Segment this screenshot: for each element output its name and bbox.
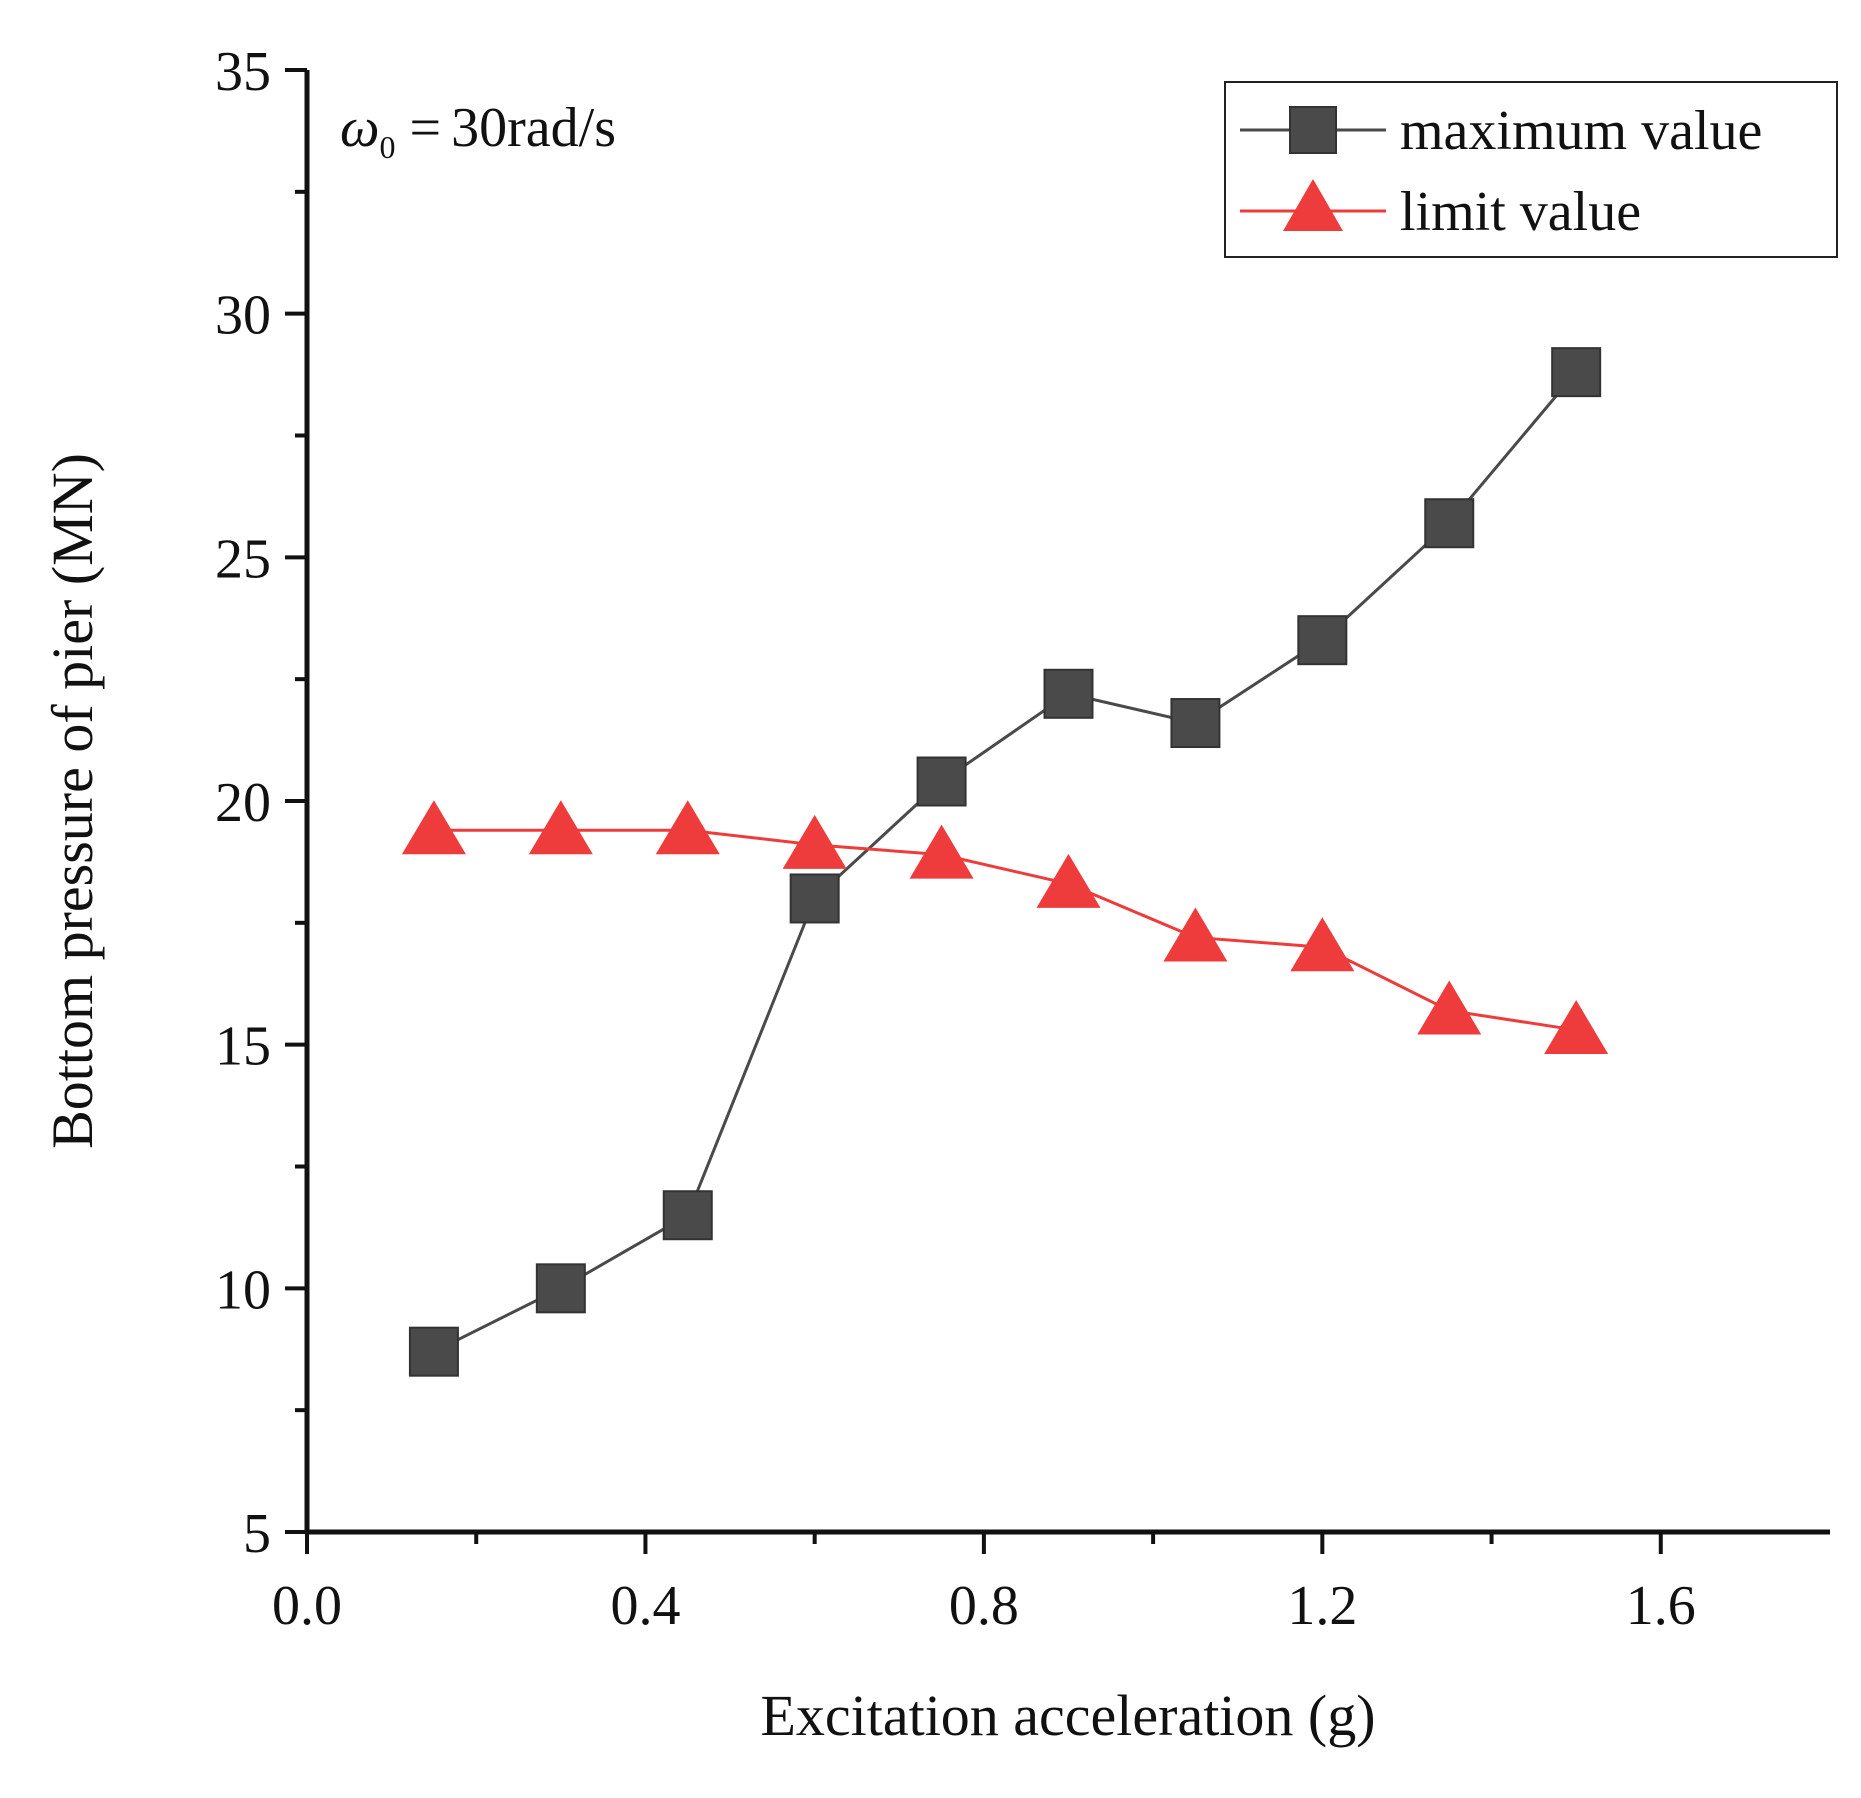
point-maximum-value (408, 1326, 459, 1377)
series-line-maximum-value (433, 371, 1578, 1354)
point-maximum-value (1551, 347, 1602, 398)
legend-marker-limit (1283, 179, 1343, 231)
axis-ticks (285, 68, 1663, 1554)
omega-annotation: ω0 = 30rad/s (340, 97, 616, 165)
omega-subscript: 0 (380, 129, 396, 165)
y-tick-label: 25 (215, 528, 271, 590)
y-tick-label: 15 (215, 1016, 271, 1078)
series-layer (401, 347, 1609, 1377)
point-limit-value (401, 800, 466, 855)
point-maximum-value (1297, 615, 1348, 666)
point-limit-value (1163, 907, 1228, 962)
x-tick-label: 1.6 (1626, 1575, 1696, 1637)
point-maximum-value (916, 756, 967, 807)
point-maximum-value (662, 1190, 713, 1241)
x-axis-title: Excitation acceleration (g) (760, 1683, 1375, 1748)
x-tick-label: 1.2 (1287, 1575, 1357, 1637)
point-maximum-value (789, 873, 840, 924)
x-tick-label: 0.0 (272, 1575, 342, 1637)
omega-equals: = (410, 97, 442, 159)
series-line-limit-value (433, 828, 1577, 1032)
point-maximum-value (1043, 668, 1094, 719)
point-limit-value (909, 824, 974, 879)
legend: maximum value limit value (1224, 81, 1838, 258)
point-maximum-value (535, 1263, 586, 1314)
point-limit-value (1417, 980, 1482, 1035)
point-limit-value (782, 814, 847, 869)
y-tick-label: 10 (215, 1259, 271, 1321)
omega-value: 30rad/s (451, 97, 616, 159)
legend-label-maximum: maximum value (1400, 100, 1762, 162)
x-tick-label: 0.8 (949, 1575, 1019, 1637)
y-tick-label: 5 (243, 1503, 271, 1565)
point-limit-value (528, 800, 593, 855)
y-tick-label: 30 (215, 285, 271, 347)
y-tick-label: 35 (215, 41, 271, 103)
legend-marker-maximum (1289, 106, 1337, 154)
y-axis-title: Bottom pressure of pier (MN) (40, 453, 105, 1149)
point-limit-value (655, 800, 720, 855)
omega-symbol: ω (340, 97, 380, 159)
point-maximum-value (1424, 498, 1475, 549)
tick-labels: 0.0 0.4 0.8 1.2 1.6 5 10 15 20 25 30 35 (215, 41, 1696, 1637)
point-limit-value (1036, 853, 1101, 908)
legend-label-limit: limit value (1400, 181, 1641, 243)
y-tick-label: 20 (215, 772, 271, 834)
point-limit-value (1544, 1000, 1609, 1055)
x-tick-label: 0.4 (610, 1575, 680, 1637)
point-maximum-value (1170, 698, 1221, 749)
point-limit-value (1290, 917, 1355, 972)
